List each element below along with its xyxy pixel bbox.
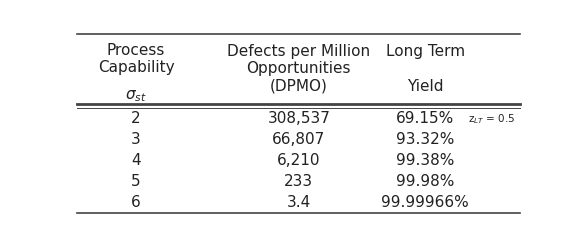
Text: Process
Capability: Process Capability xyxy=(98,42,174,75)
Text: 99.99966%: 99.99966% xyxy=(381,195,469,210)
Text: $\sigma_{st}$: $\sigma_{st}$ xyxy=(125,88,147,104)
Text: Long Term

Yield: Long Term Yield xyxy=(386,44,465,94)
Text: 93.32%: 93.32% xyxy=(396,132,455,147)
Text: 66,807: 66,807 xyxy=(272,132,325,147)
Text: 4: 4 xyxy=(131,153,141,168)
Text: 3: 3 xyxy=(131,132,141,147)
Text: 3.4: 3.4 xyxy=(287,195,311,210)
Text: Defects per Million
Opportunities
(DPMO): Defects per Million Opportunities (DPMO) xyxy=(227,44,370,94)
Text: z$_{LT}$ = 0.5: z$_{LT}$ = 0.5 xyxy=(468,112,515,126)
Text: 6: 6 xyxy=(131,195,141,210)
Text: 6,210: 6,210 xyxy=(277,153,321,168)
Text: 5: 5 xyxy=(131,174,141,189)
Text: 2: 2 xyxy=(131,111,141,126)
Text: 99.38%: 99.38% xyxy=(396,153,455,168)
Text: 69.15%: 69.15% xyxy=(396,111,454,126)
Text: 308,537: 308,537 xyxy=(268,111,330,126)
Text: 99.98%: 99.98% xyxy=(396,174,455,189)
Text: 233: 233 xyxy=(285,174,313,189)
